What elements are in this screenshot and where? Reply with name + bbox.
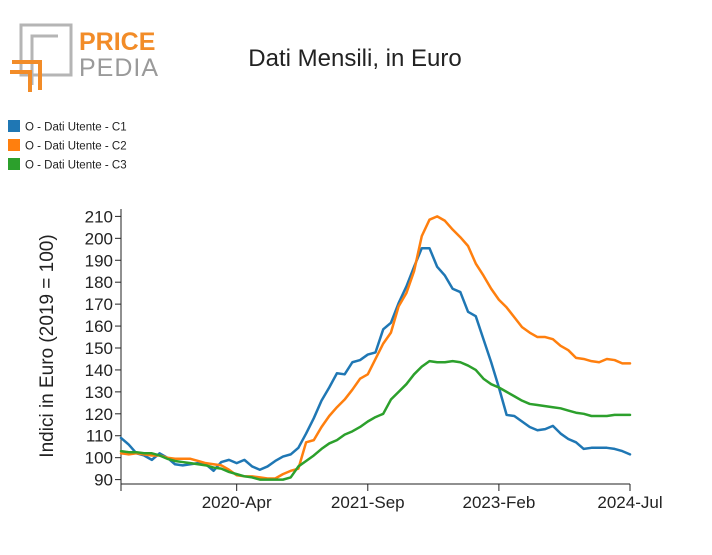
y-tick-label: 100 [85, 449, 113, 468]
y-tick-label: 110 [86, 427, 113, 446]
legend-item-c3[interactable]: O - Dati Utente - C3 [8, 158, 127, 172]
legend-swatch [8, 120, 20, 132]
y-tick-label: 130 [85, 383, 113, 402]
legend-swatch [8, 139, 20, 151]
legend-label: O - Dati Utente - C2 [25, 141, 127, 153]
x-tick-label: 2021-Sep [331, 493, 405, 512]
chart-title: Dati Mensili, in Euro [248, 45, 461, 72]
legend-swatch [8, 158, 20, 170]
legend: O - Dati Utente - C1 O - Dati Utente - C2… [8, 120, 127, 172]
pricepedia-logo[interactable]: PRICE PEDIA [10, 23, 159, 92]
y-tick-label: 200 [85, 229, 113, 248]
y-tick-label: 160 [85, 317, 113, 336]
x-tick-label: 2023-Feb [463, 493, 536, 512]
series-line-c3 [119, 359, 632, 481]
y-tick-label: 170 [85, 295, 113, 314]
series-layer [119, 215, 632, 481]
y-tick-label: 140 [85, 361, 113, 380]
logo-frame-mid [30, 34, 58, 85]
logo-word-pedia: PEDIA [79, 54, 159, 82]
y-tick-label: 210 [85, 207, 113, 226]
legend-label: O - Dati Utente - C3 [25, 160, 127, 172]
x-axis: 2020-Apr 2021-Sep 2023-Feb 2024-Jul [120, 483, 663, 512]
logo-bracket-2 [10, 70, 32, 92]
series-line-c2 [119, 215, 632, 480]
y-tick-label: 120 [85, 405, 113, 424]
legend-item-c2[interactable]: O - Dati Utente - C2 [8, 139, 127, 153]
y-tick-label: 150 [85, 339, 113, 358]
y-tick-label: 90 [94, 471, 113, 490]
x-tick-label: 2024-Jul [597, 493, 662, 512]
logo-frame-back [19, 23, 73, 77]
logo-word-price: PRICE [79, 28, 155, 56]
legend-label: O - Dati Utente - C1 [25, 122, 127, 134]
y-axis-label: Indici in Euro (2019 = 100) [37, 234, 58, 457]
y-tick-label: 180 [85, 273, 113, 292]
y-axis: 90 100 110 120 130 140 150 160 170 180 190 200 210 [85, 207, 122, 490]
y-tick-label: 190 [85, 251, 113, 270]
logo-bracket-1 [12, 60, 42, 90]
x-tick-label: 2020-Apr [202, 493, 272, 512]
legend-item-c1[interactable]: O - Dati Utente - C1 [8, 120, 127, 134]
